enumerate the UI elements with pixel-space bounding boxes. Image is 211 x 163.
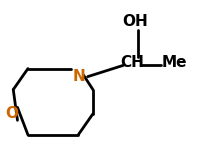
Text: O: O [6,105,19,120]
Text: N: N [73,69,86,84]
Text: CH: CH [120,55,144,70]
Text: Me: Me [162,55,187,70]
Text: OH: OH [122,14,148,29]
